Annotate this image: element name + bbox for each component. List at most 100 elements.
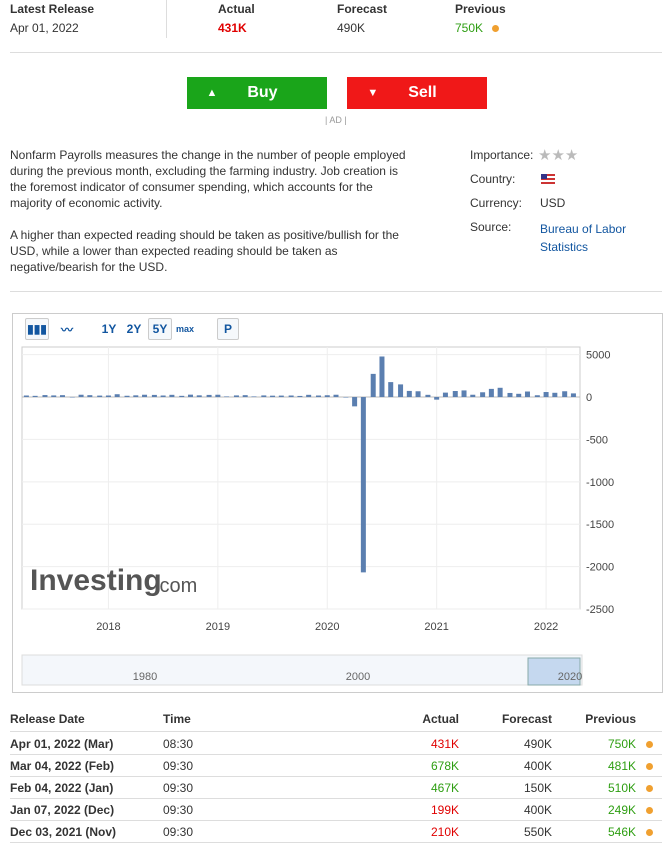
chart-frame xyxy=(12,313,663,693)
watermark: Investing xyxy=(30,564,162,597)
bar xyxy=(297,395,303,398)
column-header: Time xyxy=(163,712,191,726)
y-tick-label: -2500 xyxy=(586,604,614,616)
column-header: Forecast xyxy=(501,712,552,726)
bar xyxy=(206,394,212,398)
bar xyxy=(452,391,458,398)
divider xyxy=(166,0,167,38)
divider xyxy=(10,52,662,53)
stars: ★★★ xyxy=(538,147,579,164)
bar xyxy=(97,395,103,398)
y-tick-label: -1000 xyxy=(586,477,614,489)
divider xyxy=(10,820,662,821)
navigator-label: 2020 xyxy=(558,671,582,683)
bar xyxy=(251,396,257,398)
range-button[interactable]: max xyxy=(173,318,197,340)
plot-area xyxy=(21,346,581,610)
header-label: Forecast xyxy=(337,2,388,16)
p-button[interactable]: P xyxy=(217,318,239,340)
bar xyxy=(516,393,522,398)
x-tick-label: 2021 xyxy=(424,621,448,633)
bar xyxy=(524,391,530,398)
actual: 467K xyxy=(430,781,459,795)
bar xyxy=(179,395,185,398)
bar xyxy=(343,397,349,398)
release-date: Apr 01, 2022 xyxy=(10,21,79,35)
bar xyxy=(562,391,568,398)
bar xyxy=(151,394,157,398)
y-tick-label: -2000 xyxy=(586,562,614,574)
bar xyxy=(261,395,267,398)
bar xyxy=(552,392,558,398)
actual: 210K xyxy=(430,825,459,839)
bar xyxy=(370,373,376,398)
actual: 199K xyxy=(430,803,459,817)
bar xyxy=(187,394,193,398)
forecast: 490K xyxy=(337,21,366,35)
previous: 750K xyxy=(607,737,636,751)
forecast: 400K xyxy=(523,803,552,817)
dot xyxy=(646,785,653,792)
bar xyxy=(78,394,84,398)
time: 09:30 xyxy=(163,803,194,817)
range-button[interactable]: 1Y xyxy=(97,318,121,340)
bar xyxy=(442,392,448,398)
forecast: 400K xyxy=(523,759,552,773)
label: Buy xyxy=(247,84,278,101)
header-label: Actual xyxy=(218,2,255,16)
navigator xyxy=(21,654,583,686)
buy-button[interactable]: ▲ Buy xyxy=(187,77,327,109)
x-tick-label: 2019 xyxy=(206,621,230,633)
forecast: 490K xyxy=(523,737,552,751)
y-tick-label: 5000 xyxy=(586,350,610,362)
bar xyxy=(160,395,166,398)
bar xyxy=(233,395,239,398)
header-label: Previous xyxy=(455,2,506,16)
bar xyxy=(270,395,276,398)
bar-toggle[interactable]: ▮▮▮ xyxy=(25,318,49,340)
actual: 431K xyxy=(430,737,459,751)
column-header: Previous xyxy=(585,712,636,726)
actual: 678K xyxy=(430,759,459,773)
range-button[interactable]: 2Y xyxy=(122,318,146,340)
bar xyxy=(224,396,230,398)
bar xyxy=(461,390,467,398)
currency: USD xyxy=(540,196,566,210)
bar xyxy=(507,392,513,398)
bar xyxy=(352,397,358,407)
info-label: Country: xyxy=(470,172,516,186)
info-label: Importance: xyxy=(470,148,534,162)
icon: ▲ xyxy=(206,87,218,99)
bar xyxy=(497,387,503,398)
bar xyxy=(23,395,29,398)
bar xyxy=(488,388,494,398)
previous: 546K xyxy=(607,825,636,839)
column-header: Release Date xyxy=(10,712,85,726)
bar xyxy=(114,394,120,398)
range-button[interactable]: 5Y xyxy=(148,318,172,340)
time: 09:30 xyxy=(163,781,194,795)
bar xyxy=(333,394,339,398)
release-date: Dec 03, 2021 (Nov) xyxy=(10,825,117,839)
bar xyxy=(215,394,221,398)
sell-button[interactable]: ▼ Sell xyxy=(347,77,487,109)
bar xyxy=(324,395,330,398)
time: 09:30 xyxy=(163,759,194,773)
dot xyxy=(646,807,653,814)
bar xyxy=(196,395,202,398)
bar xyxy=(388,382,394,398)
y-tick-label: -500 xyxy=(586,434,608,446)
info-label: Currency: xyxy=(470,196,523,210)
release-date: Jan 07, 2022 (Dec) xyxy=(10,803,115,817)
divider xyxy=(10,754,662,755)
forecast: 150K xyxy=(523,781,552,795)
bar xyxy=(398,384,404,398)
bar xyxy=(51,395,57,398)
y-tick-label: 0 xyxy=(586,392,592,404)
source-link[interactable]: Bureau of Labor Statistics xyxy=(540,222,627,254)
bar xyxy=(288,395,294,398)
description: Nonfarm Payrolls measures the change in … xyxy=(10,148,406,210)
navigator-window[interactable] xyxy=(527,657,581,686)
bar xyxy=(415,391,421,398)
line-toggle[interactable]: 〰 xyxy=(55,318,79,340)
